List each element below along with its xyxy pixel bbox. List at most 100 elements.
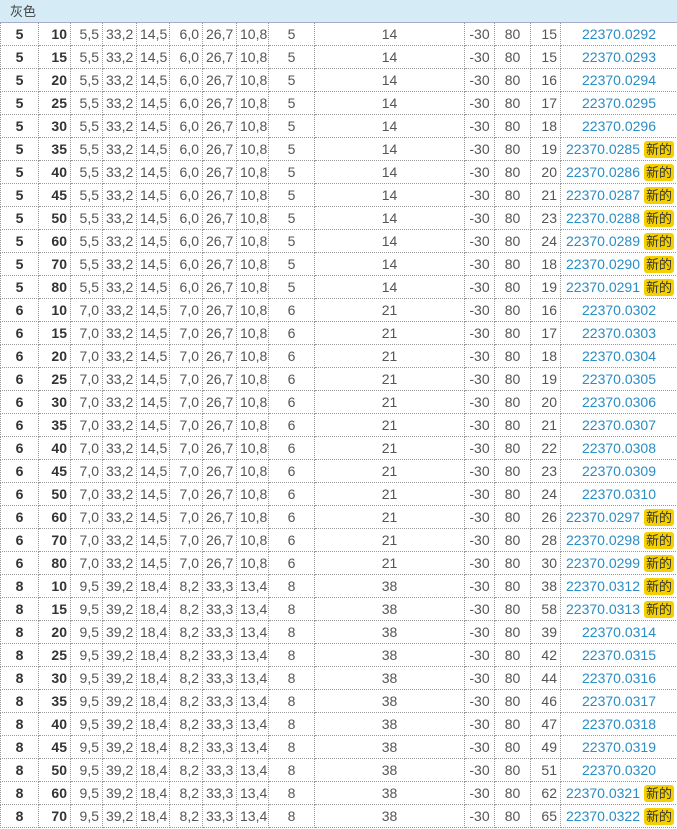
article-number-cell: 22370.0289 新的 [560,229,677,253]
article-link[interactable]: 22370.0309 [582,463,656,479]
article-link[interactable]: 22370.0314 [582,624,656,640]
article-number-cell: 22370.0290 新的 [560,252,677,276]
table-cell: 15 [38,321,71,345]
table-cell: 80 [494,252,531,276]
table-cell: 6 [268,505,315,529]
table-row: 5 35 5,5 33,2 14,5 6,0 26,7 10,8 5 14 -30 80 19 22370… [0,137,677,161]
table-cell: 30 [38,390,71,414]
article-link[interactable]: 22370.0295 [582,95,656,111]
table-cell: 5 [0,68,39,92]
article-link[interactable]: 22370.0299 [566,555,640,571]
table-cell: 33,2 [102,436,137,460]
article-link[interactable]: 22370.0312 [566,578,640,594]
table-cell: 13,4 [236,758,269,782]
article-link[interactable]: 22370.0319 [582,739,656,755]
table-cell: 8,2 [169,804,203,828]
table-cell: 20 [38,68,71,92]
article-link[interactable]: 22370.0318 [582,716,656,732]
table-cell: 10,8 [236,91,269,115]
table-cell: 44 [530,666,561,690]
table-cell: 6 [0,482,39,506]
table-cell: 8,2 [169,574,203,598]
table-cell: 38 [314,666,465,690]
table-cell: -30 [464,344,495,368]
table-cell: 33,2 [102,367,137,391]
table-cell: 10,8 [236,551,269,575]
article-link[interactable]: 22370.0313 [566,601,640,617]
table-row: 5 15 5,5 33,2 14,5 6,0 26,7 10,8 5 14 -30 80 15 22370… [0,45,677,69]
table-cell: -30 [464,666,495,690]
article-link[interactable]: 22370.0293 [582,49,656,65]
table-cell: 8,2 [169,597,203,621]
article-link[interactable]: 22370.0290 [566,256,640,272]
article-link[interactable]: 22370.0305 [582,371,656,387]
article-link[interactable]: 22370.0303 [582,325,656,341]
table-cell: -30 [464,643,495,667]
table-cell: 33,2 [102,206,137,230]
article-number-cell: 22370.0304 [560,344,677,368]
article-link[interactable]: 22370.0320 [582,762,656,778]
table-cell: 20 [530,160,561,184]
article-link[interactable]: 22370.0317 [582,693,656,709]
table-row: 6 10 7,0 33,2 14,5 7,0 26,7 10,8 6 21 -30 80 16 22370… [0,298,677,322]
article-link[interactable]: 22370.0315 [582,647,656,663]
table-cell: 13,4 [236,666,269,690]
article-link[interactable]: 22370.0306 [582,394,656,410]
table-cell: 33,3 [202,597,237,621]
article-link[interactable]: 22370.0285 [566,141,640,157]
table-cell: 6,0 [169,252,203,276]
article-link[interactable]: 22370.0322 [566,808,640,824]
table-cell: 5,5 [70,252,103,276]
table-cell: 10,8 [236,252,269,276]
table-cell: 21 [314,298,465,322]
article-link[interactable]: 22370.0316 [582,670,656,686]
article-link[interactable]: 22370.0297 [566,509,640,525]
table-cell: 18,4 [136,735,170,759]
table-cell: 33,2 [102,551,137,575]
table-cell: 80 [494,597,531,621]
table-cell: 6,0 [169,23,203,46]
article-link[interactable]: 22370.0287 [566,187,640,203]
table-row: 6 80 7,0 33,2 14,5 7,0 26,7 10,8 6 21 -30 80 30 22370… [0,551,677,575]
table-cell: -30 [464,551,495,575]
table-cell: 33,2 [102,23,137,46]
article-link[interactable]: 22370.0291 [566,279,640,295]
table-cell: 80 [494,68,531,92]
table-cell: 10,8 [236,390,269,414]
table-cell: -30 [464,804,495,828]
article-link[interactable]: 22370.0294 [582,72,656,88]
table-row: 8 70 9,5 39,2 18,4 8,2 33,3 13,4 8 38 -30 80 65 22370… [0,804,677,828]
article-link[interactable]: 22370.0304 [582,348,656,364]
table-cell: 8 [268,735,315,759]
article-link[interactable]: 22370.0286 [566,164,640,180]
article-link[interactable]: 22370.0310 [582,486,656,502]
article-link[interactable]: 22370.0296 [582,118,656,134]
table-cell: 5 [268,160,315,184]
table-cell: 6 [0,459,39,483]
table-cell: 58 [530,597,561,621]
article-link[interactable]: 22370.0307 [582,417,656,433]
table-cell: 80 [494,45,531,69]
article-link[interactable]: 22370.0321 [566,785,640,801]
article-link[interactable]: 22370.0288 [566,210,640,226]
table-cell: 7,0 [169,551,203,575]
table-cell: 80 [494,367,531,391]
article-link[interactable]: 22370.0292 [582,26,656,42]
table-cell: -30 [464,45,495,69]
table-row: 5 10 5,5 33,2 14,5 6,0 26,7 10,8 5 14 -30 80 15 22370… [0,23,677,46]
table-cell: 5,5 [70,114,103,138]
table-cell: 14,5 [136,252,170,276]
table-cell: 10,8 [236,413,269,437]
table-cell: 21 [314,436,465,460]
table-row: 6 45 7,0 33,2 14,5 7,0 26,7 10,8 6 21 -30 80 23 22370… [0,459,677,483]
table-cell: 20 [530,390,561,414]
table-cell: 5,5 [70,137,103,161]
table-cell: 7,0 [70,528,103,552]
article-link[interactable]: 22370.0298 [566,532,640,548]
table-cell: 6 [0,367,39,391]
table-cell: 25 [38,643,71,667]
article-link[interactable]: 22370.0289 [566,233,640,249]
table-cell: 8 [268,712,315,736]
article-link[interactable]: 22370.0308 [582,440,656,456]
article-link[interactable]: 22370.0302 [582,302,656,318]
